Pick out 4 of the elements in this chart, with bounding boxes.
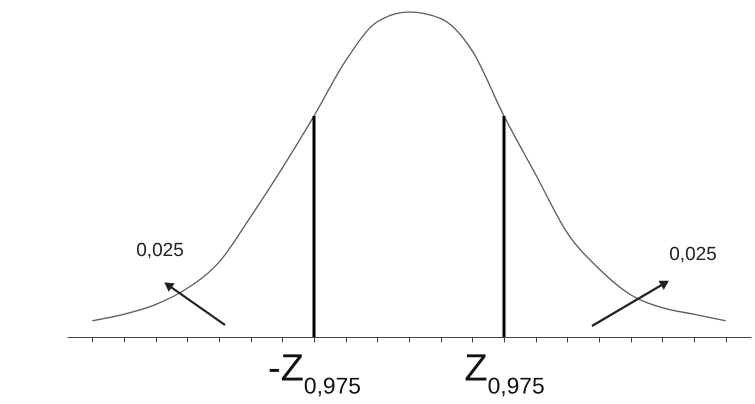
x-tick-label: Z$_{0,975}$ [464,348,545,398]
x-tick-label: -Z$_{0,975}$ [268,348,361,398]
annotation: 0,025 [669,244,717,265]
annotation: 0,025 [136,240,184,261]
